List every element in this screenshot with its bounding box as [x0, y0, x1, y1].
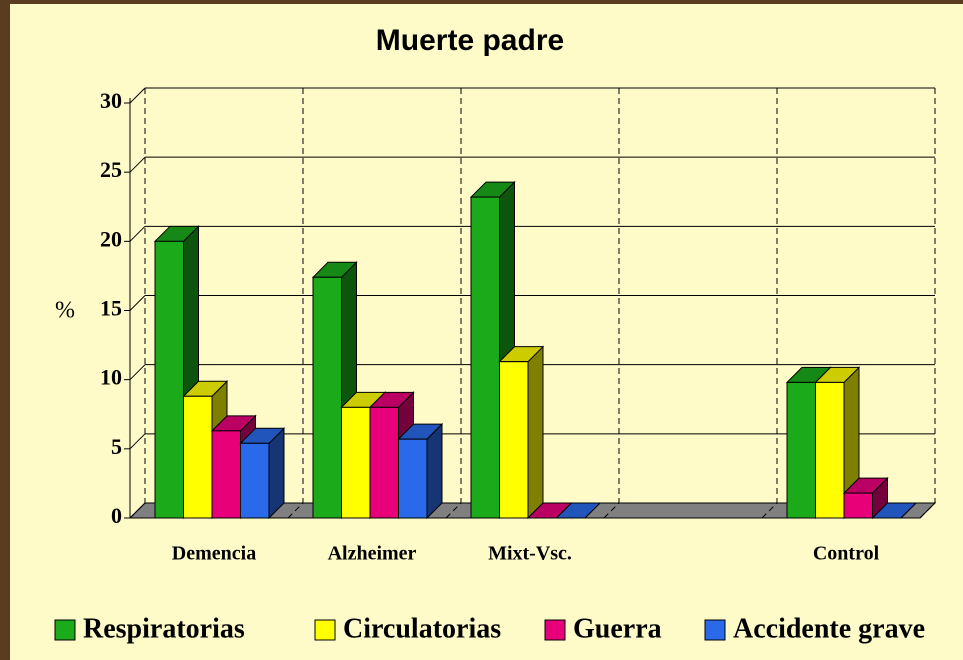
bar-front	[815, 381, 845, 519]
bar-front	[154, 240, 184, 519]
bar-side	[426, 422, 443, 520]
bar-front	[786, 381, 816, 519]
x-tick-label: Mixt-Vsc.	[488, 543, 572, 565]
legend-label: Circulatorias	[343, 613, 501, 644]
bar-front	[398, 438, 428, 519]
x-tick-label: Control	[813, 543, 880, 565]
bar-top	[555, 502, 602, 519]
bar-front	[240, 442, 270, 519]
bar-front	[499, 361, 529, 519]
bar	[555, 502, 602, 519]
grid-line	[129, 87, 146, 104]
y-axis-label: %	[55, 298, 75, 324]
bar	[814, 366, 861, 520]
category-tick	[603, 502, 620, 519]
legend-label: Respiratorias	[83, 613, 245, 644]
legend-swatch	[544, 619, 566, 641]
bar-front	[843, 492, 873, 519]
category-tick	[445, 502, 462, 519]
bar-front	[369, 406, 399, 519]
bar-front	[341, 406, 371, 519]
grid-line	[129, 502, 146, 519]
grid-line	[129, 225, 146, 242]
category-tick	[761, 502, 778, 519]
grid-line	[129, 364, 146, 381]
y-tick-label: 25	[100, 157, 122, 182]
x-tick-label: Demencia	[172, 543, 256, 565]
chart-title: Muerte padre	[376, 24, 564, 57]
y-tick-label: 0	[111, 503, 122, 528]
grid-line	[129, 433, 146, 450]
legend-swatch	[704, 619, 726, 641]
legend-swatch	[314, 619, 336, 641]
bar-front	[470, 196, 500, 519]
bar-front	[183, 395, 213, 519]
y-tick-label: 15	[100, 296, 122, 321]
bar-front	[312, 276, 342, 519]
y-tick-label: 10	[100, 365, 122, 390]
bar	[842, 476, 889, 520]
y-tick-label: 20	[100, 226, 122, 251]
y-tick-label: 30	[100, 88, 122, 113]
x-tick-label: Alzheimer	[328, 543, 417, 565]
bar	[239, 427, 286, 520]
bar-top	[871, 502, 918, 519]
bar	[498, 345, 545, 520]
legend-label: Accidente grave	[733, 613, 925, 644]
bar-side	[527, 345, 544, 520]
bar-front	[211, 430, 241, 519]
bar	[397, 422, 444, 520]
bar	[871, 502, 918, 519]
legend-swatch	[54, 619, 76, 641]
category-tick	[919, 502, 936, 519]
grid-line	[129, 156, 146, 173]
grid-line	[129, 295, 146, 311]
y-tick-label: 5	[111, 434, 122, 459]
category-tick	[287, 502, 304, 519]
legend-label: Guerra	[573, 613, 662, 644]
